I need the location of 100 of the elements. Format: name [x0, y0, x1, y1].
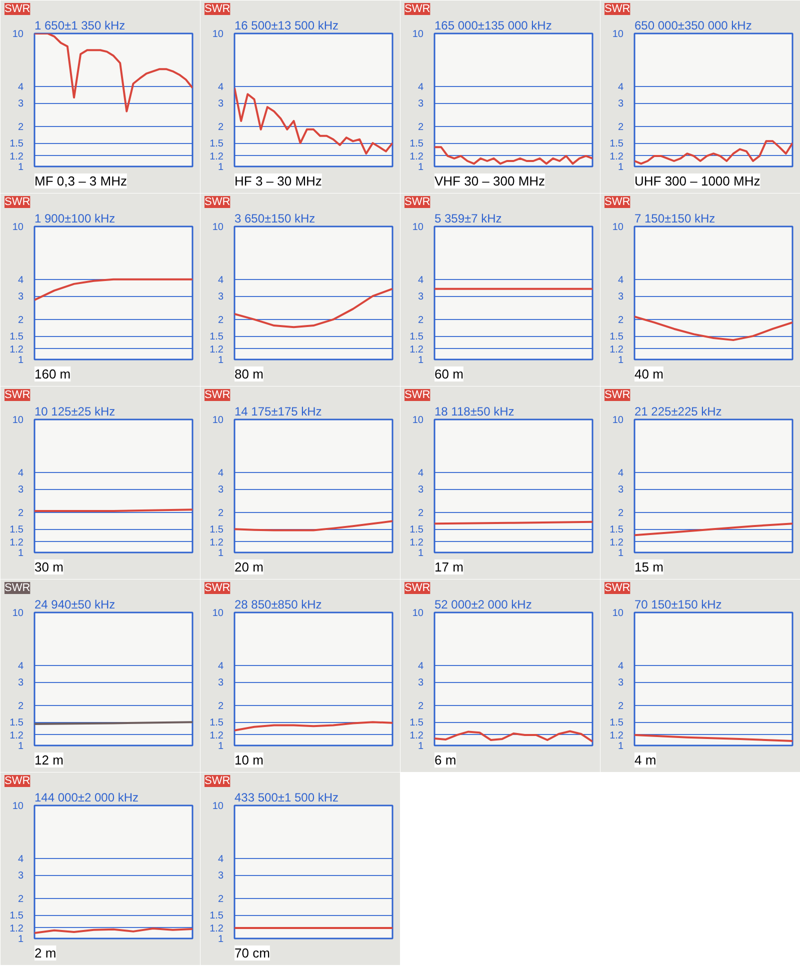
line-series [234, 520, 392, 532]
chart-title: 1 900±100 kHz [34, 212, 116, 226]
y-tick-label: 1.2 [210, 923, 224, 934]
chart-title: 433 500±1 500 kHz [234, 790, 338, 804]
y-tick-label: 4 [18, 468, 24, 479]
y-tick-label: 1.2 [410, 344, 424, 356]
y-tick-label: 1.2 [10, 151, 24, 162]
y-tick-label: 4 [18, 660, 24, 672]
y-axis-title: SWR [604, 389, 630, 401]
y-tick-label: 1 [218, 741, 224, 752]
y-tick-label: 1.2 [610, 730, 624, 742]
text: 10 m [234, 752, 264, 768]
y-tick-label: 1.5 [610, 332, 624, 343]
text: 80 m [234, 366, 264, 382]
y-axis-title: SWR [204, 582, 230, 594]
y-tick-label: 2 [18, 122, 24, 133]
y-tick-label: 1 [218, 355, 224, 366]
line-series [634, 316, 792, 342]
chart-title: 18 118±50 kHz [434, 404, 514, 418]
y-tick-label: 1 [618, 355, 624, 366]
y-tick-label: 4 [218, 82, 224, 93]
y-axis-title: SWR [4, 3, 30, 15]
line-series [34, 34, 192, 112]
y-tick-label: 10 [612, 415, 624, 426]
chart-title: 70 150±150 kHz [634, 598, 722, 612]
y-tick-label: 1.5 [210, 718, 224, 729]
y-tick-label: 2 [18, 508, 24, 519]
y-tick-label: 2 [418, 122, 424, 133]
y-tick-label: 10 [12, 222, 24, 233]
line-series [434, 146, 592, 165]
y-tick-label: 3 [218, 484, 224, 496]
y-tick-label: 3 [218, 98, 224, 110]
y-tick-label: 1.2 [410, 537, 424, 548]
y-tick-label: 2 [218, 700, 224, 712]
y-tick-label: 3 [618, 98, 624, 110]
y-tick-label: 1.2 [410, 730, 424, 742]
y-tick-label: 4 [418, 274, 424, 286]
y-tick-label: 4 [618, 274, 624, 286]
y-tick-label: 3 [18, 678, 24, 689]
y-tick-label: 3 [18, 484, 24, 496]
y-tick-label: 4 [418, 82, 424, 93]
y-tick-label: 1 [18, 355, 24, 366]
y-tick-label: 3 [218, 292, 224, 303]
chart-title: 24 940±50 kHz [34, 598, 116, 612]
y-tick-label: 10 [412, 222, 424, 233]
text: HF 3 – 30 MHz [234, 174, 322, 188]
y-tick-label: 1.5 [610, 138, 624, 150]
y-tick-label: 1 [18, 162, 24, 173]
chart-title: 21 225±225 kHz [634, 404, 722, 418]
y-tick-label: 1 [18, 741, 24, 752]
y-tick-label: 1.2 [210, 730, 224, 742]
y-tick-label: 1.2 [10, 923, 24, 934]
y-tick-label: 3 [18, 870, 24, 882]
y-tick-label: 3 [418, 678, 424, 689]
y-tick-label: 4 [18, 854, 24, 865]
y-tick-label: 3 [418, 292, 424, 303]
y-tick-label: 1.2 [610, 151, 624, 162]
text: UHF 300 – 1000 MHz [634, 174, 760, 188]
chart-title: 16 500±13 500 kHz [234, 18, 338, 32]
text: 40 m [634, 366, 664, 382]
y-tick-label: 1.5 [10, 718, 24, 729]
line-series [634, 734, 792, 742]
text: MF 0,3 – 3 MHz [34, 174, 127, 188]
y-tick-label: 3 [218, 870, 224, 882]
y-tick-label: 4 [618, 82, 624, 93]
y-tick-label: 1 [418, 548, 424, 559]
y-tick-label: 1.2 [10, 730, 24, 742]
y-tick-label: 1.5 [410, 524, 424, 536]
y-tick-label: 1.2 [610, 537, 624, 548]
y-tick-label: 10 [212, 608, 224, 619]
line-series [34, 278, 192, 302]
y-tick-label: 2 [218, 314, 224, 326]
y-tick-label: 4 [618, 468, 624, 479]
y-tick-label: 1.5 [10, 138, 24, 150]
y-tick-label: 4 [218, 468, 224, 479]
y-axis-title: SWR [604, 582, 630, 594]
y-tick-label: 1.5 [610, 718, 624, 729]
y-axis-title: SWR [4, 775, 30, 787]
text: 17 m [434, 560, 464, 574]
y-tick-label: 4 [418, 660, 424, 672]
chart-title: 7 150±150 kHz [634, 212, 716, 226]
y-tick-label: 4 [18, 82, 24, 93]
text: 20 m [234, 560, 264, 574]
y-tick-label: 10 [412, 415, 424, 426]
line-series [234, 721, 392, 732]
y-tick-label: 3 [618, 484, 624, 496]
text: VHF 30 – 300 MHz [434, 174, 546, 188]
y-tick-label: 4 [218, 854, 224, 865]
y-tick-label: 1.5 [10, 910, 24, 922]
text: 6 m [434, 752, 456, 768]
y-tick-label: 1 [618, 548, 624, 559]
y-tick-label: 10 [612, 222, 624, 233]
y-tick-label: 10 [612, 608, 624, 619]
y-tick-label: 3 [218, 678, 224, 689]
y-axis-title: SWR [204, 389, 230, 401]
text: 160 m [34, 366, 71, 382]
y-tick-label: 2 [418, 700, 424, 712]
y-axis-title: SWR [4, 582, 30, 594]
chart-title: 144 000±2 000 kHz [34, 790, 138, 804]
y-tick-label: 10 [12, 801, 24, 812]
